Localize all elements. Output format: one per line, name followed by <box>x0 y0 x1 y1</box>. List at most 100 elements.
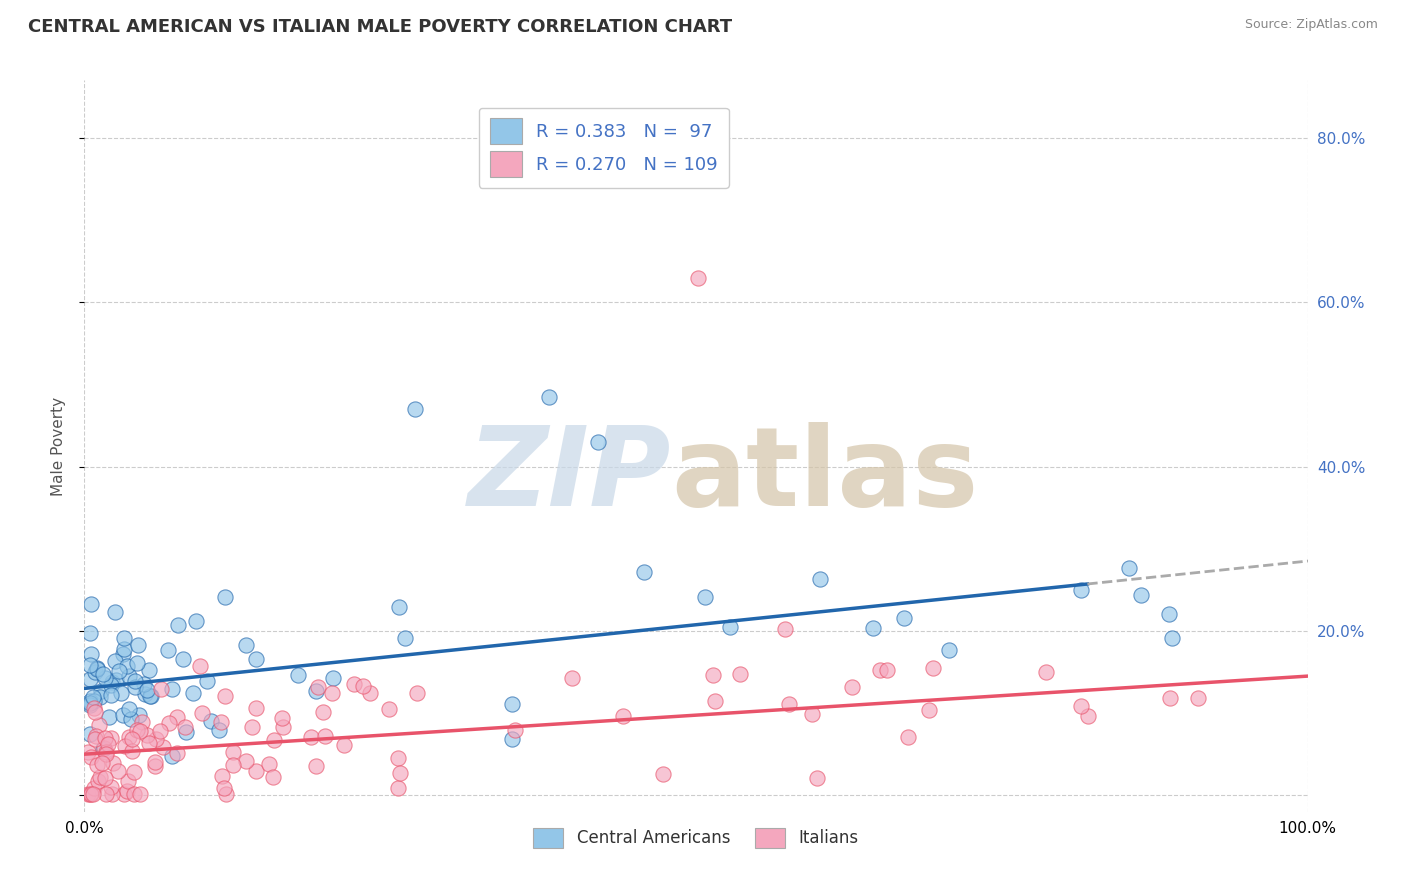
Point <box>240 719 263 733</box>
Point <box>287 668 309 682</box>
Point <box>333 739 356 753</box>
Point <box>538 390 561 404</box>
Point <box>307 680 329 694</box>
Point <box>139 689 162 703</box>
Point <box>808 572 831 586</box>
Point <box>271 720 294 734</box>
Point <box>322 671 344 685</box>
Point <box>841 680 863 694</box>
Point <box>138 663 160 677</box>
Point <box>191 706 214 720</box>
Point <box>86 661 108 675</box>
Point <box>188 659 211 673</box>
Point <box>235 639 257 653</box>
Text: CENTRAL AMERICAN VS ITALIAN MALE POVERTY CORRELATION CHART: CENTRAL AMERICAN VS ITALIAN MALE POVERTY… <box>28 18 733 36</box>
Point <box>157 716 180 731</box>
Point <box>124 673 146 688</box>
Point <box>79 698 101 713</box>
Point <box>172 652 194 666</box>
Point <box>107 764 129 779</box>
Point <box>91 667 114 681</box>
Point <box>869 663 891 677</box>
Point <box>221 758 243 772</box>
Point <box>138 736 160 750</box>
Point <box>86 662 108 676</box>
Point <box>80 647 103 661</box>
Point <box>82 690 104 704</box>
Point <box>86 729 108 743</box>
Point <box>79 726 101 740</box>
Point <box>235 754 257 768</box>
Point <box>378 701 401 715</box>
Point <box>132 676 155 690</box>
Point <box>893 611 915 625</box>
Point <box>122 765 145 780</box>
Point <box>263 733 285 747</box>
Point <box>938 642 960 657</box>
Point <box>388 599 411 614</box>
Point <box>633 565 655 579</box>
Point <box>702 667 724 681</box>
Point <box>98 710 121 724</box>
Point <box>162 749 184 764</box>
Point <box>143 756 166 770</box>
Point <box>118 702 141 716</box>
Point <box>149 723 172 738</box>
Point <box>104 654 127 668</box>
Point <box>181 685 204 699</box>
Point <box>561 671 583 685</box>
Point <box>200 714 222 728</box>
Point <box>87 773 110 788</box>
Point <box>359 686 381 700</box>
Point <box>110 686 132 700</box>
Text: Source: ZipAtlas.com: Source: ZipAtlas.com <box>1244 18 1378 31</box>
Point <box>214 689 236 703</box>
Point <box>404 402 426 417</box>
Point <box>79 672 101 686</box>
Point <box>262 770 284 784</box>
Point <box>501 731 523 746</box>
Point <box>166 746 188 760</box>
Point <box>112 641 135 656</box>
Point <box>80 598 103 612</box>
Point <box>139 689 162 703</box>
Point <box>1187 691 1209 706</box>
Point <box>93 741 115 756</box>
Point <box>112 707 135 722</box>
Point <box>122 788 145 802</box>
Point <box>90 684 112 698</box>
Legend: Central Americans, Italians: Central Americans, Italians <box>527 821 865 855</box>
Point <box>394 632 416 646</box>
Point <box>79 626 101 640</box>
Point <box>83 781 105 796</box>
Point <box>167 617 190 632</box>
Point <box>79 657 101 672</box>
Point <box>83 665 105 679</box>
Point <box>651 766 673 780</box>
Point <box>115 659 138 673</box>
Point <box>695 590 717 604</box>
Point <box>1077 709 1099 723</box>
Point <box>125 656 148 670</box>
Point <box>174 725 197 739</box>
Point <box>100 731 122 746</box>
Point <box>184 615 207 629</box>
Point <box>257 756 280 771</box>
Point <box>80 750 103 764</box>
Point <box>104 673 127 687</box>
Point <box>100 678 122 692</box>
Text: ZIP: ZIP <box>468 422 672 529</box>
Point <box>728 666 751 681</box>
Point <box>143 759 166 773</box>
Point <box>1070 698 1092 713</box>
Point <box>117 774 139 789</box>
Point <box>311 705 333 719</box>
Point <box>115 783 138 797</box>
Point <box>77 788 100 802</box>
Point <box>1035 665 1057 680</box>
Point <box>214 590 236 604</box>
Point <box>127 639 149 653</box>
Point <box>305 684 328 698</box>
Point <box>918 703 941 717</box>
Point <box>503 723 526 738</box>
